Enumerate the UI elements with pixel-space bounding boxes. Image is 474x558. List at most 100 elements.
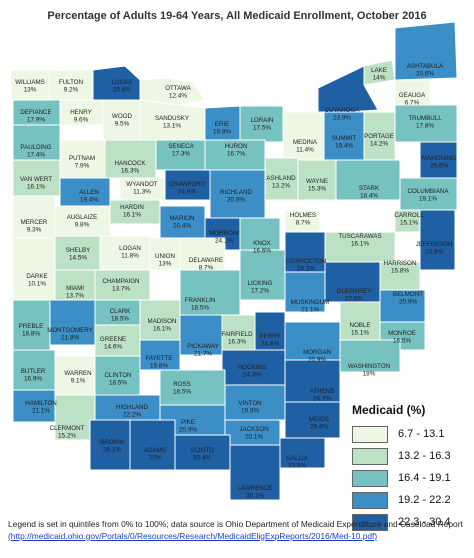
county-name-henry: HENRY [70,109,92,116]
county-name-champaign: CHAMPAIGN [102,278,139,285]
county-name-clark: CLARK [110,308,132,315]
county-label-union: UNION 13% [155,253,175,268]
county-label-perry: PERRY 24.6% [259,333,280,348]
county-label-jackson: JACKSON 20.1% [239,426,268,441]
county-name-summit: SUMMIT [332,135,357,142]
county-label-trumbull: TRUMBULL 17.8% [408,115,442,130]
county-name-ashland: ASHLAND [266,175,296,182]
county-value-champaign: 13.7% [112,286,130,293]
county-value-vinton: 19.8% [241,408,259,415]
footer-note: Legend is set in quintiles from 0% to 10… [8,519,466,542]
county-label-champaign: CHAMPAIGN 13.7% [102,278,139,293]
county-name-fayette: FAYETTE [145,355,172,362]
county-label-portage: PORTAGE 14.2% [364,133,394,148]
county-label-ashtabula: ASHTABULA 20.6% [407,63,444,78]
county-name-allen: ALLEN [79,189,99,196]
county-label-monroe: MONROE 16.5% [388,330,416,345]
county-label-mercer: MERCER 9.3% [21,219,48,234]
county-name-brown: BROWN [100,439,124,446]
county-label-delaware: DELAWARE 8.7% [189,257,223,272]
county-adams [129,419,176,471]
county-label-williams: WILLIAMS 13% [15,79,45,94]
county-value-jefferson: 23.9% [425,249,443,256]
county-label-morrow: MORROW 24.1% [209,230,239,245]
county-value-noble: 15.1% [351,330,369,337]
legend-title: Medicaid (%) [352,403,426,417]
county-name-hocking: HOCKING [238,364,267,371]
county-franklin [179,269,241,316]
county-name-wyandot: WYANDOT [126,181,157,188]
county-name-darke: DARKE [26,273,47,280]
county-value-tuscarawas: 16.1% [351,241,369,248]
county-value-wood: 9.5% [115,121,130,128]
county-value-sandusky: 13.1% [163,123,181,130]
legend-label-5: 22.3 - 30.4 [398,516,451,528]
county-value-preble: 18.8% [22,331,40,338]
county-label-washington: WASHINGTON 18% [348,363,390,378]
county-label-pike: PIKE 20.9% [179,419,197,434]
county-value-hamilton: 21.1% [32,408,50,415]
county-value-hocking: 24.3% [243,372,261,379]
county-value-holmes: 8.7% [296,220,311,227]
county-value-fulton: 9.2% [64,87,79,94]
county-label-hocking: HOCKING 24.3% [238,364,267,379]
county-label-ottawa: OTTAWA 12.4% [165,85,191,100]
footer-text: Legend is set in quintiles from 0% to 10… [8,519,463,529]
county-name-greene: GREENE [100,336,126,343]
county-name-guernsey: GUERNSEY [337,288,372,295]
county-value-clermont: 15.2% [58,433,76,440]
county-label-athens: ATHENS 24.7% [310,388,335,403]
county-name-stark: STARK [359,185,380,192]
county-name-cuyahoga: CUYAHOGA [325,107,361,114]
county-label-highland: HIGHLAND 22.2% [116,404,149,419]
county-label-muskingum: MUSKINGUM 21.1% [291,299,330,314]
county-value-brown: 26.1% [103,447,121,454]
source-link[interactable]: (http://medicaid.ohio.gov/Portals/0/Reso… [8,530,378,541]
county-name-seneca: SENECA [168,143,194,150]
county-label-vinton: VINTON 19.8% [238,400,261,415]
county-columbiana [399,177,458,211]
county-darke [12,237,56,301]
county-name-van-wert: VAN WERT [20,176,52,183]
county-label-cuyahoga: CUYAHOGA 23.9% [325,107,361,122]
county-label-scioto: SCIOTO 30.4% [190,447,214,462]
county-value-morgan: 20.9% [308,357,326,364]
county-value-marion: 20.4% [173,223,191,230]
county-label-clark: CLARK 18.5% [110,308,132,323]
county-label-ashland: ASHLAND 13.2% [266,175,296,190]
county-value-williams: 13% [24,87,37,94]
county-value-muskingum: 21.1% [301,307,319,314]
county-name-ashtabula: ASHTABULA [407,63,444,70]
county-label-columbiana: COLUMBIANA 19.1% [408,188,450,203]
county-name-erie: ERIE [215,121,229,128]
county-label-lawrence: LAWRENCE 30.1% [238,485,273,500]
county-name-adams: ADAMS [144,447,166,454]
county-label-wyandot: WYANDOT 11.3% [126,181,157,196]
county-label-medina: MEDINA 11.4% [293,139,318,154]
county-label-hamilton: HAMILTON 21.1% [25,400,56,415]
county-label-madison: MADISON 16.1% [148,318,177,333]
county-jefferson [419,209,456,271]
county-value-columbiana: 19.1% [419,196,437,203]
county-name-geauga: GEAUGA [399,92,426,99]
county-name-columbiana: COLUMBIANA [408,188,450,195]
county-value-lawrence: 30.1% [246,493,264,500]
legend-swatch-2 [352,448,388,465]
county-label-fayette: FAYETTE 19.8% [145,355,172,370]
county-value-shelby: 14.5% [69,255,87,262]
county-name-mahoning: MAHONING [422,155,456,162]
county-value-lorain: 17.5% [253,125,271,132]
county-value-putnam: 7.9% [75,163,90,170]
county-label-harrison: HARRISON 15.8% [384,260,417,275]
county-value-knox: 16.6% [253,248,271,255]
county-value-fairfield: 16.3% [228,339,246,346]
county-value-scioto: 30.4% [193,455,211,462]
county-value-logan: 11.8% [121,253,139,260]
county-label-henry: HENRY 9.6% [70,109,92,124]
county-name-holmes: HOLMES [290,212,316,219]
county-value-adams: 27% [149,455,162,462]
county-name-perry: PERRY [259,333,280,340]
county-name-belmont: BELMONT [393,291,423,298]
county-name-highland: HIGHLAND [116,404,149,411]
county-value-cuyahoga: 23.9% [333,115,351,122]
